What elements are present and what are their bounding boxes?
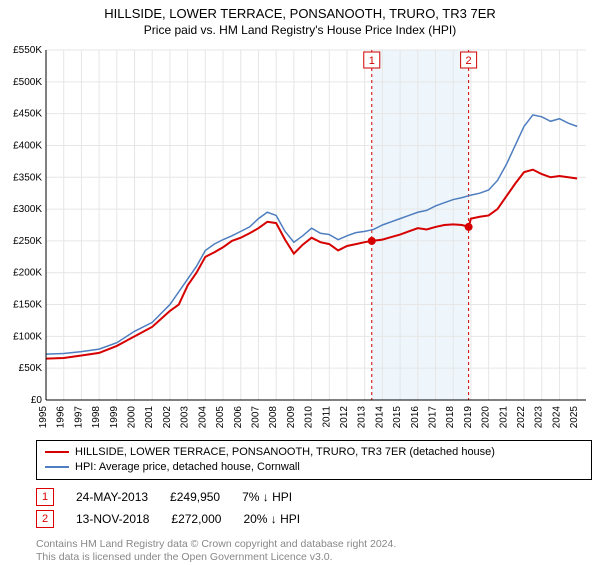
svg-text:2011: 2011 bbox=[321, 406, 332, 428]
svg-text:£200K: £200K bbox=[13, 268, 42, 279]
svg-text:2000: 2000 bbox=[127, 406, 138, 429]
svg-text:2023: 2023 bbox=[534, 406, 545, 429]
sale-marker-2: 2 bbox=[36, 510, 54, 528]
svg-text:2002: 2002 bbox=[162, 406, 173, 429]
svg-text:1: 1 bbox=[369, 55, 375, 67]
sale-row-2: 2 13-NOV-2018 £272,000 20% ↓ HPI bbox=[36, 510, 592, 528]
svg-text:2001: 2001 bbox=[144, 406, 155, 429]
svg-text:1995: 1995 bbox=[38, 406, 49, 429]
svg-text:2019: 2019 bbox=[463, 406, 474, 429]
title-line-2: Price paid vs. HM Land Registry's House … bbox=[0, 23, 600, 37]
svg-text:1998: 1998 bbox=[91, 406, 102, 429]
chart-title: HILLSIDE, LOWER TERRACE, PONSANOOTH, TRU… bbox=[0, 0, 600, 37]
legend: HILLSIDE, LOWER TERRACE, PONSANOOTH, TRU… bbox=[36, 440, 592, 480]
svg-text:2017: 2017 bbox=[428, 406, 439, 429]
footer-block: HILLSIDE, LOWER TERRACE, PONSANOOTH, TRU… bbox=[36, 440, 592, 565]
sale-marker-1: 1 bbox=[36, 488, 54, 506]
svg-text:2007: 2007 bbox=[250, 406, 261, 429]
credit-line-1: Contains HM Land Registry data © Crown c… bbox=[36, 538, 592, 552]
svg-text:£400K: £400K bbox=[13, 140, 42, 151]
svg-text:£100K: £100K bbox=[13, 331, 42, 342]
svg-text:2006: 2006 bbox=[233, 406, 244, 429]
svg-text:2003: 2003 bbox=[180, 406, 191, 429]
svg-text:2025: 2025 bbox=[569, 406, 580, 429]
sale-price-2: £272,000 bbox=[171, 512, 221, 526]
sale-delta-2: 20% ↓ HPI bbox=[243, 512, 300, 526]
sale-date-1: 24-MAY-2013 bbox=[76, 490, 148, 504]
sale-date-2: 13-NOV-2018 bbox=[76, 512, 149, 526]
svg-text:£250K: £250K bbox=[13, 236, 42, 247]
legend-row-1: HILLSIDE, LOWER TERRACE, PONSANOOTH, TRU… bbox=[45, 445, 583, 460]
svg-text:£550K: £550K bbox=[13, 45, 42, 56]
svg-text:2010: 2010 bbox=[304, 406, 315, 429]
legend-label-2: HPI: Average price, detached house, Corn… bbox=[75, 460, 300, 475]
credit: Contains HM Land Registry data © Crown c… bbox=[36, 538, 592, 565]
svg-text:2009: 2009 bbox=[286, 406, 297, 429]
svg-text:£450K: £450K bbox=[13, 109, 42, 120]
svg-text:2016: 2016 bbox=[410, 406, 421, 429]
svg-text:£0: £0 bbox=[31, 395, 43, 406]
credit-line-2: This data is licensed under the Open Gov… bbox=[36, 551, 592, 565]
svg-text:1999: 1999 bbox=[109, 406, 120, 429]
svg-text:2024: 2024 bbox=[551, 406, 562, 429]
sale-delta-1: 7% ↓ HPI bbox=[242, 490, 292, 504]
svg-text:2012: 2012 bbox=[339, 406, 350, 429]
legend-label-1: HILLSIDE, LOWER TERRACE, PONSANOOTH, TRU… bbox=[75, 445, 495, 460]
svg-text:2014: 2014 bbox=[374, 406, 385, 429]
svg-text:2013: 2013 bbox=[357, 406, 368, 429]
svg-text:£150K: £150K bbox=[13, 300, 42, 311]
svg-text:1997: 1997 bbox=[73, 406, 84, 429]
title-line-1: HILLSIDE, LOWER TERRACE, PONSANOOTH, TRU… bbox=[0, 6, 600, 21]
svg-text:1996: 1996 bbox=[56, 406, 67, 429]
svg-text:2005: 2005 bbox=[215, 406, 226, 429]
chart: £0 £50K £100K £150K £200K £250K £300K £350K £400… bbox=[4, 40, 596, 443]
svg-text:2020: 2020 bbox=[481, 406, 492, 429]
svg-text:£300K: £300K bbox=[13, 204, 42, 215]
sale-price-1: £249,950 bbox=[170, 490, 220, 504]
svg-text:£50K: £50K bbox=[19, 363, 43, 374]
svg-text:£500K: £500K bbox=[13, 77, 42, 88]
svg-text:2004: 2004 bbox=[197, 406, 208, 429]
svg-text:2022: 2022 bbox=[516, 406, 527, 429]
sale-row-1: 1 24-MAY-2013 £249,950 7% ↓ HPI bbox=[36, 488, 592, 506]
legend-row-2: HPI: Average price, detached house, Corn… bbox=[45, 460, 583, 475]
legend-swatch-2 bbox=[45, 466, 69, 468]
legend-swatch-1 bbox=[45, 451, 69, 453]
svg-text:2008: 2008 bbox=[268, 406, 279, 429]
svg-text:2015: 2015 bbox=[392, 406, 403, 429]
svg-text:2021: 2021 bbox=[498, 406, 509, 429]
svg-text:2018: 2018 bbox=[445, 406, 456, 429]
svg-text:2: 2 bbox=[466, 55, 472, 67]
svg-text:£350K: £350K bbox=[13, 172, 42, 183]
